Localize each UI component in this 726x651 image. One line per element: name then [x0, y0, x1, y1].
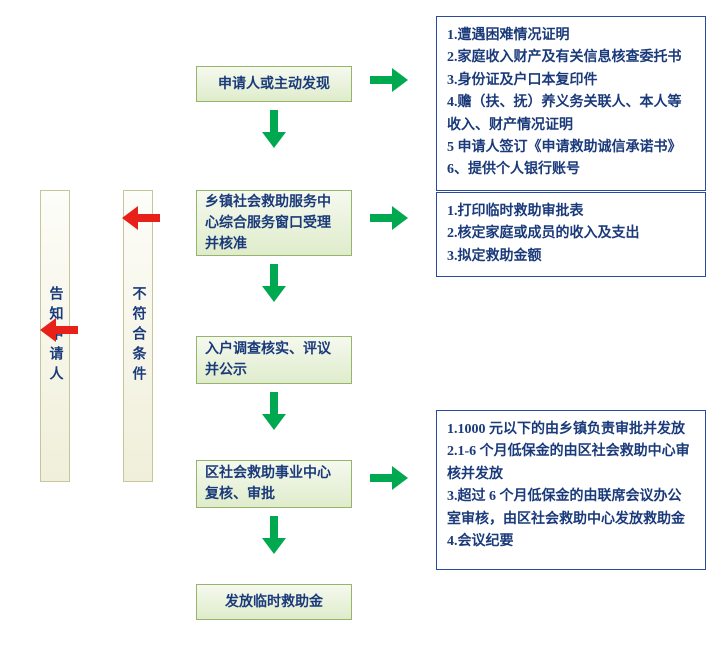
process-node-p2: 乡镇社会救助服务中心综合服务窗口受理并核准 [196, 190, 352, 256]
process-node-label: 区社会救助事业中心复核、审批 [205, 463, 343, 505]
process-node-label: 入户调查核实、评议并公示 [205, 339, 343, 381]
process-node-label: 发放临时救助金 [225, 592, 323, 613]
process-node-label: 乡镇社会救助服务中心综合服务窗口受理并核准 [205, 192, 343, 255]
detail-box-d2: 1.打印临时救助审批表 2.核定家庭或成员的收入及支出 3.拟定救助金额 [436, 192, 706, 277]
process-node-p3: 入户调查核实、评议并公示 [196, 336, 352, 384]
process-node-p4: 区社会救助事业中心复核、审批 [196, 460, 352, 508]
process-node-p1: 申请人或主动发现 [196, 66, 352, 102]
side-node-s1: 不符合条件 [123, 190, 153, 482]
process-node-label: 申请人或主动发现 [218, 74, 330, 95]
side-node-label: 不符合条件 [128, 286, 149, 386]
process-node-p5: 发放临时救助金 [196, 584, 352, 620]
detail-box-d3: 1.1000 元以下的由乡镇负责审批并发放 2.1-6 个月低保金的由区社会救助… [436, 410, 706, 570]
detail-box-d1: 1.遭遇困难情况证明 2.家庭收入财产及有关信息核查委托书 3.身份证及户口本复… [436, 16, 706, 191]
